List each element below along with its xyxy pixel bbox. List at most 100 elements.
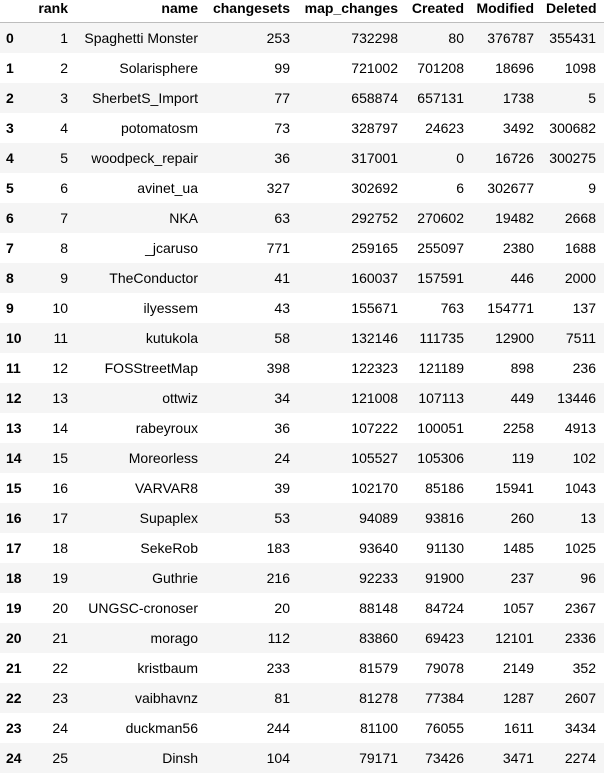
table-row: 21 22 kristbaum 233 81579 79078 2149 352 <box>0 653 604 683</box>
map-changes-header: map_changes <box>298 0 406 23</box>
map-changes-cell: 81579 <box>359 660 398 676</box>
table-row: 5 6 avinet_ua 327 302692 6 302677 9 <box>0 173 604 203</box>
map-changes-cell: 81100 <box>360 720 398 736</box>
deleted-cell: 2607 <box>564 690 596 706</box>
created-cell: 24623 <box>425 120 464 136</box>
modified-cell: 260 <box>510 510 534 526</box>
map-changes-cell: 122323 <box>351 360 398 376</box>
table-header: rank name changesets map_changes Created Modi… <box>0 0 604 23</box>
changesets-header: changesets <box>206 0 298 23</box>
map-changes-cell: 160037 <box>351 270 398 286</box>
rank-cell: 21 <box>52 630 68 646</box>
rank-cell: 10 <box>52 300 68 316</box>
created-cell: 701208 <box>417 60 464 76</box>
rank-cell: 25 <box>52 750 68 766</box>
changesets-cell: 36 <box>274 150 290 166</box>
changesets-cell: 327 <box>266 180 290 196</box>
rank-cell: 15 <box>52 450 68 466</box>
deleted-cell: 1043 <box>564 480 596 496</box>
changesets-cell: 77 <box>274 90 290 106</box>
created-cell: 0 <box>456 150 464 166</box>
map-changes-cell: 732298 <box>351 30 398 46</box>
name-cell: Spaghetti Monster <box>84 30 198 46</box>
changesets-cell: 24 <box>274 450 290 466</box>
changesets-cell: 43 <box>274 300 290 316</box>
deleted-cell: 96 <box>580 570 596 586</box>
map-changes-cell: 721002 <box>351 60 398 76</box>
map-changes-cell: 92233 <box>359 570 398 586</box>
rank-cell: 2 <box>60 60 68 76</box>
deleted-cell: 13446 <box>557 390 596 406</box>
deleted-cell: 2367 <box>564 600 596 616</box>
row-index: 13 <box>6 420 22 436</box>
rank-cell: 11 <box>53 330 68 346</box>
modified-cell: 898 <box>510 360 534 376</box>
deleted-cell: 9 <box>588 180 596 196</box>
name-cell: Moreorless <box>128 450 198 466</box>
created-cell: 91130 <box>426 540 464 556</box>
deleted-cell: 300682 <box>549 120 596 136</box>
map-changes-cell: 107222 <box>351 420 398 436</box>
name-cell: avinet_ua <box>137 180 198 196</box>
table-body: 0 1 Spaghetti Monster 253 732298 80 376787 3554… <box>0 22 604 773</box>
created-cell: 657131 <box>417 90 464 106</box>
changesets-cell: 112 <box>267 630 290 646</box>
changesets-cell: 216 <box>266 570 290 586</box>
created-cell: 763 <box>440 300 464 316</box>
modified-cell: 1485 <box>502 540 534 556</box>
map-changes-cell: 121008 <box>351 390 398 406</box>
created-cell: 77384 <box>425 690 464 706</box>
modified-cell: 1057 <box>502 600 534 616</box>
rank-cell: 8 <box>60 240 68 256</box>
modified-cell: 18696 <box>495 60 534 76</box>
table-row: 22 23 vaibhavnz 81 81278 77384 1287 2607 <box>0 683 604 713</box>
changesets-cell: 39 <box>274 480 290 496</box>
changesets-cell: 34 <box>274 390 290 406</box>
rank-cell: 17 <box>52 510 68 526</box>
row-index: 20 <box>6 630 22 646</box>
table-row: 0 1 Spaghetti Monster 253 732298 80 376787 3554… <box>0 22 604 53</box>
map-changes-cell: 94089 <box>359 510 398 526</box>
row-index: 17 <box>6 540 22 556</box>
deleted-cell: 2336 <box>564 630 596 646</box>
created-cell: 105306 <box>417 450 464 466</box>
map-changes-cell: 259165 <box>351 240 398 256</box>
rank-cell: 24 <box>52 720 68 736</box>
modified-cell: 302677 <box>487 180 534 196</box>
modified-cell: 2258 <box>502 420 534 436</box>
name-cell: UNGSC-cronoser <box>88 600 198 616</box>
deleted-cell: 7511 <box>565 330 596 346</box>
row-index: 10 <box>6 330 22 346</box>
created-cell: 91900 <box>425 570 464 586</box>
created-cell: 6 <box>456 180 464 196</box>
rank-cell: 20 <box>52 600 68 616</box>
map-changes-cell: 292752 <box>351 210 398 226</box>
row-index: 8 <box>6 270 14 286</box>
changesets-cell: 81 <box>274 690 290 706</box>
changesets-cell: 41 <box>274 270 290 286</box>
rank-cell: 5 <box>60 150 68 166</box>
created-cell: 73426 <box>425 750 464 766</box>
deleted-cell: 1098 <box>564 60 596 76</box>
created-cell: 80 <box>448 30 464 46</box>
rank-cell: 18 <box>52 540 68 556</box>
table-row: 13 14 rabeyroux 36 107222 100051 2258 4913 <box>0 413 604 443</box>
name-cell: duckman56 <box>125 720 198 736</box>
deleted-cell: 1025 <box>564 540 596 556</box>
map-changes-cell: 88148 <box>359 600 398 616</box>
modified-cell: 1738 <box>502 90 534 106</box>
row-index: 12 <box>6 390 22 406</box>
header-row: rank name changesets map_changes Created Modi… <box>0 0 604 23</box>
table-row: 19 20 UNGSC-cronoser 20 88148 84724 1057 2367 <box>0 593 604 623</box>
created-cell: 107113 <box>418 390 464 406</box>
row-index: 2 <box>6 90 14 106</box>
map-changes-cell: 102170 <box>351 480 398 496</box>
rank-cell: 6 <box>60 180 68 196</box>
modified-cell: 2380 <box>502 240 534 256</box>
modified-cell: 376787 <box>487 30 534 46</box>
deleted-cell: 300275 <box>549 150 596 166</box>
table-row: 9 10 ilyessem 43 155671 763 154771 137 <box>0 293 604 323</box>
modified-header: Modified <box>472 0 542 23</box>
map-changes-cell: 658874 <box>351 90 398 106</box>
